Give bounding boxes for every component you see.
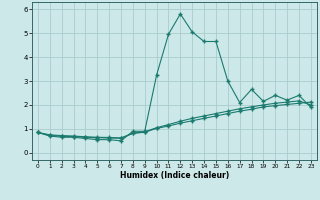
X-axis label: Humidex (Indice chaleur): Humidex (Indice chaleur)	[120, 171, 229, 180]
